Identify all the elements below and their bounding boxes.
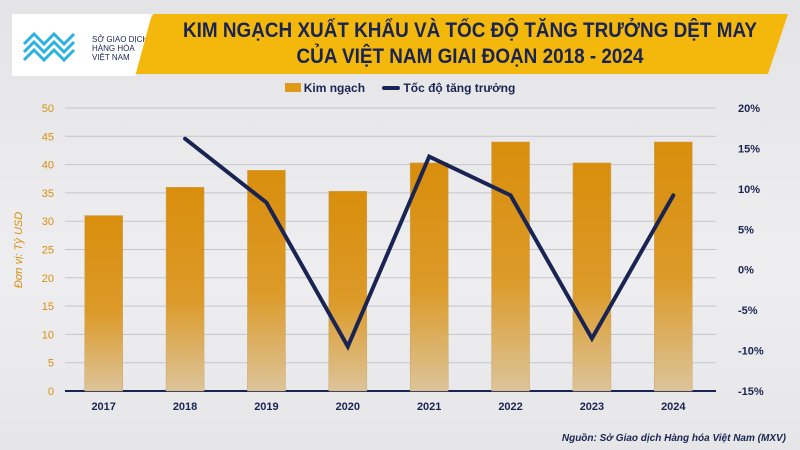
x-tick-label: 2023 bbox=[580, 401, 604, 413]
x-tick-label: 2024 bbox=[661, 401, 686, 413]
legend-label-line: Tốc độ tăng trưởng bbox=[403, 80, 516, 95]
logo-mark-icon bbox=[22, 31, 76, 63]
x-tick-label: 2018 bbox=[173, 401, 197, 413]
y-tick-label: 40 bbox=[42, 160, 54, 172]
y2-tick-label: 20% bbox=[738, 103, 760, 115]
y2-tick-label: -5% bbox=[738, 305, 758, 317]
y2-tick-label: 0% bbox=[738, 265, 754, 277]
y2-tick-label: -10% bbox=[738, 346, 764, 358]
x-tick-label: 2020 bbox=[336, 401, 360, 413]
legend: Kim ngạch Tốc độ tăng trưởng bbox=[0, 80, 800, 95]
y-axis-label: Đơn vị: Tỷ USD bbox=[13, 212, 25, 288]
title-banner bbox=[120, 14, 788, 74]
y-tick-label: 15 bbox=[42, 301, 54, 313]
bar bbox=[328, 190, 368, 392]
x-tick-label: 2019 bbox=[254, 401, 278, 413]
y-tick-label: 5 bbox=[48, 358, 54, 370]
y-tick-label: 25 bbox=[42, 245, 54, 257]
logo-text: SỞ GIAO DỊCH HÀNG HÓA VIỆT NAM bbox=[92, 35, 149, 62]
y-tick-label: 35 bbox=[42, 188, 54, 200]
y2-tick-label: 5% bbox=[738, 224, 754, 236]
y2-tick-label: -15% bbox=[738, 386, 764, 398]
y-tick-label: 45 bbox=[42, 131, 54, 143]
bar bbox=[572, 162, 612, 392]
source-note: Nguồn: Sở Giao dịch Hàng hóa Việt Nam (M… bbox=[561, 433, 786, 444]
y2-tick-label: 15% bbox=[738, 143, 760, 155]
bar bbox=[491, 141, 530, 392]
x-tick-label: 2017 bbox=[91, 401, 115, 413]
legend-label-bar: Kim ngạch bbox=[303, 80, 366, 95]
legend-swatch-bar bbox=[284, 83, 301, 93]
y-tick-label: 10 bbox=[42, 329, 54, 341]
bar bbox=[409, 162, 449, 392]
bar bbox=[84, 215, 123, 392]
growth-line bbox=[183, 136, 676, 352]
chart-title: KIM NGẠCH XUẤT KHẨU VÀ TỐC ĐỘ TĂNG TRƯỞN… bbox=[183, 19, 757, 68]
legend-swatch-line bbox=[382, 85, 401, 90]
y-tick-label: 30 bbox=[42, 216, 54, 228]
bar bbox=[654, 141, 693, 392]
y2-tick-label: 10% bbox=[738, 184, 760, 196]
x-tick-label: 2021 bbox=[417, 401, 441, 413]
bar bbox=[247, 170, 286, 392]
y-tick-label: 20 bbox=[42, 273, 54, 285]
y-tick-label: 0 bbox=[48, 386, 54, 398]
bar bbox=[165, 186, 205, 392]
logo: SỞ GIAO DỊCH HÀNG HÓA VIỆT NAM bbox=[12, 14, 152, 76]
y-tick-label: 50 bbox=[42, 103, 54, 115]
x-tick-label: 2022 bbox=[498, 401, 522, 413]
